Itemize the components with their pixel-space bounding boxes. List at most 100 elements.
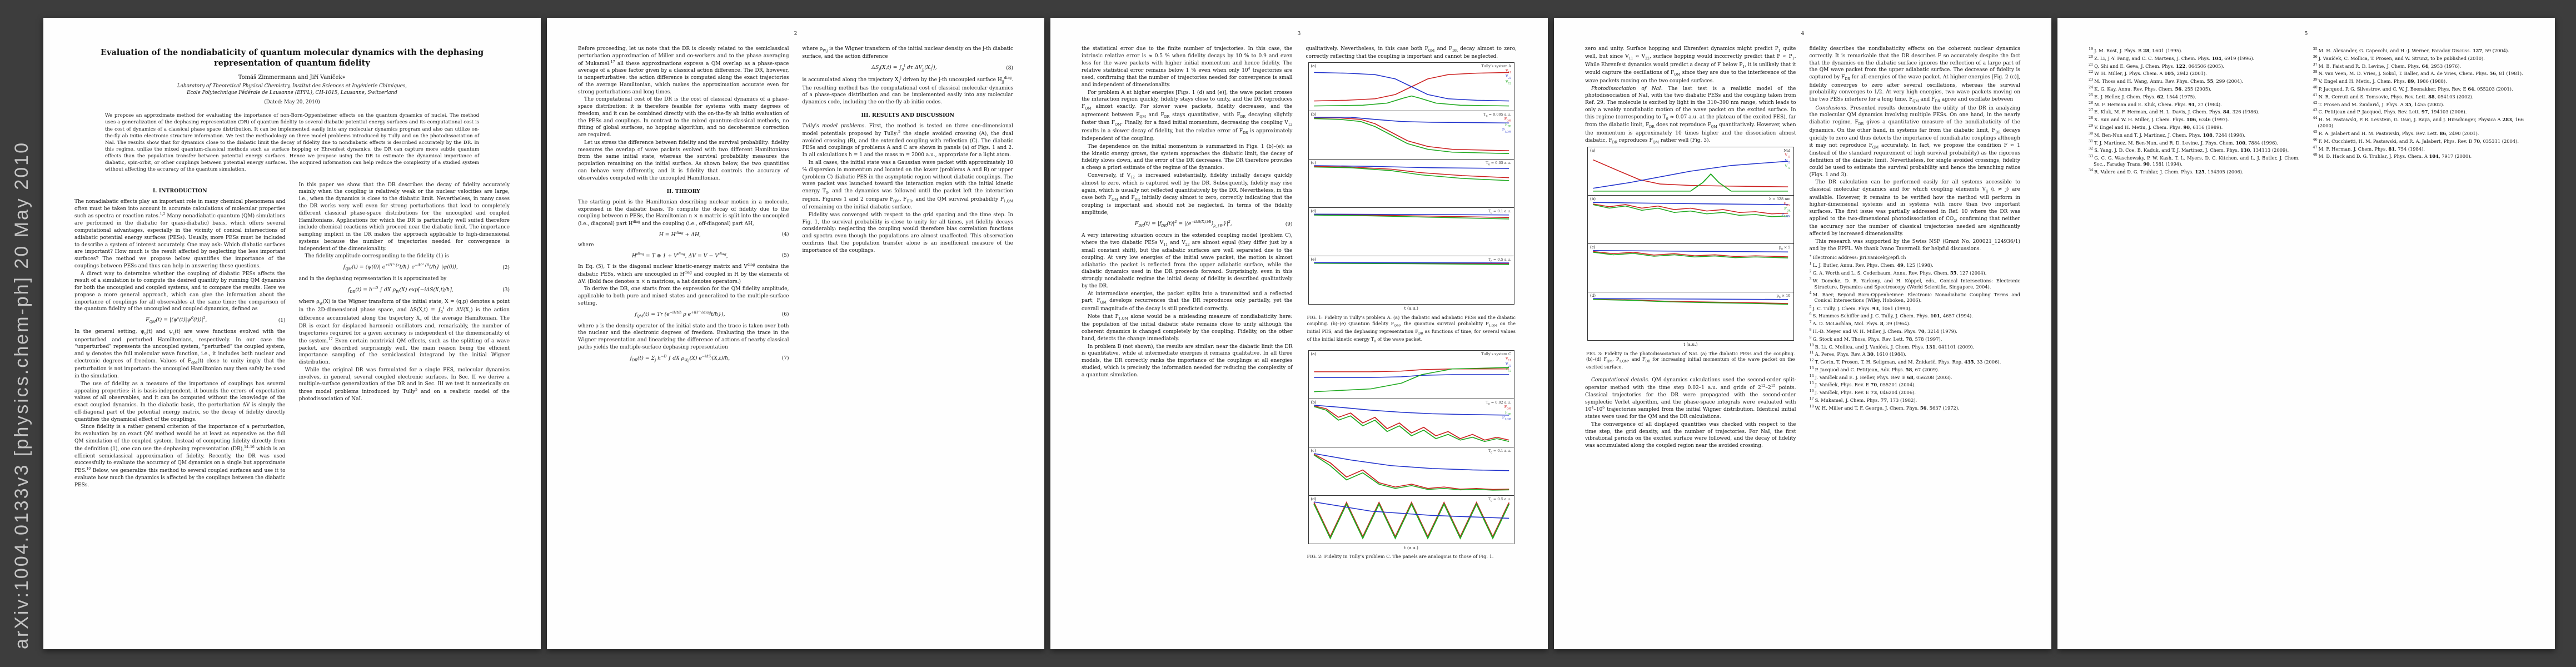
legend-entry: V22: [1506, 74, 1511, 80]
body-paragraph: To derive the DR, one starts from the ex…: [578, 286, 789, 306]
panel-note: T0 = 0.1 a.u.: [1488, 209, 1511, 215]
body-paragraph: Since fidelity is a rather general crite…: [74, 424, 286, 488]
reference-number: 28: [2089, 116, 2094, 121]
reference-text: W. H. Miller and T. F. George, J. Chem. …: [1815, 405, 1960, 411]
arxiv-watermark: arXiv:1004.0133v3 [physics.chem-ph] 20 M…: [11, 141, 32, 649]
reference-text: J. Vaníček, Phys. Rev. E 73, 046204 (200…: [1815, 390, 1916, 396]
reference-number: 31: [2089, 138, 2094, 143]
reference-number: 15: [1809, 381, 1814, 386]
panel-plot: [1313, 367, 1509, 392]
legend-entry: V12: [1506, 367, 1511, 373]
reference-number: 40: [2313, 84, 2318, 89]
reference-number: 2: [1809, 269, 1812, 274]
panel-legend: V11 V22 V12: [1785, 153, 1791, 170]
reference-item: 7 A. D. McLachlan, Mol. Phys. 8, 39 (1964…: [1810, 320, 2021, 327]
equation-math: H = Hdiag + ΔH,: [659, 231, 701, 238]
page-3: 3 the statistical error due to the finit…: [1050, 18, 1548, 649]
figure: (a) Tully’s system A V11 V22 V12 (b) T0 = 0.00…: [1308, 62, 1514, 312]
reference-number: 46: [2313, 137, 2318, 142]
reference-number: 4: [1809, 290, 1812, 295]
reference-item: 36 J. Vaníček, C. Mollica, T. Prosen, and…: [2313, 54, 2524, 62]
reference-text: T. Gorin, T. Prosen, T. H. Seligman, and…: [1815, 359, 2001, 365]
paper-title: Evaluation of the nondiabaticity of quan…: [100, 48, 484, 68]
panel-note: T0 = 0.5 a.u.: [1488, 257, 1511, 263]
legend-entry: P1,QM: [1781, 212, 1791, 218]
panel-note: λ = 328 nm: [1768, 196, 1791, 201]
reference-text: L. J. Butler, Annu. Rev. Phys. Chem. 49,…: [1812, 262, 1934, 268]
page5-body: 19 J. M. Rost, J. Phys. B 28, L601 (1995)…: [2089, 46, 2524, 176]
reference-number: 9: [1809, 335, 1812, 340]
page1-column-1: I. INTRODUCTION The nonadiabatic effects …: [74, 182, 286, 490]
page-2: 2 Before proceeding, let us note that th…: [547, 18, 1044, 649]
reference-text: H. M. Pastawski, P. R. Levstein, G. Usaj…: [2318, 116, 2524, 128]
reference-number: 16: [1809, 389, 1814, 394]
reference-number: 39: [2313, 77, 2318, 82]
reference-number: 19: [2089, 47, 2094, 51]
page-1: Evaluation of the nondiabaticity of quan…: [43, 18, 541, 649]
dated-line: (Dated: May 20, 2010): [264, 99, 320, 106]
reference-item: 44 H. M. Pastawski, P. R. Levstein, G. Us…: [2313, 116, 2524, 129]
reference-item: 27 E. Kluk, M. F. Herman, and H. L. Davis…: [2089, 108, 2300, 115]
panel-note: T0 = 0.02 a.u.: [1486, 400, 1511, 406]
legend-entry: V12: [1785, 164, 1791, 170]
equation-number: (8): [1006, 65, 1013, 71]
body-paragraph: the statistical error due to the finite …: [1082, 46, 1293, 88]
panel-tag: (d): [1311, 209, 1317, 214]
body-paragraph: The DR calculation can be performed easi…: [1809, 180, 2021, 237]
legend-entry: FDR: [1504, 410, 1511, 416]
reference-text: K. G. Kay, Annu. Rev. Phys. Chem. 56, 25…: [2094, 86, 2212, 92]
figure-panel: (c) T0 = 0.05 a.u.: [1308, 159, 1514, 208]
reference-text: P. Jacquod, P. G. Silvestrov, and C. W. …: [2318, 86, 2513, 92]
reference-text: C. Petitjean and P. Jacquod, Phys. Rev. …: [2318, 109, 2467, 115]
reference-text: B. Li, C. Mollica, and J. Vaníček, J. Ch…: [1815, 344, 1975, 350]
panel-tag: (a): [1311, 351, 1317, 356]
page2-column-2: where ρW,j is the Wigner transform of th…: [803, 46, 1014, 367]
reference-number: 42: [2313, 100, 2318, 105]
panel-tag: (c): [1311, 448, 1316, 453]
figure-caption: FIG. 1: Fidelity in Tully’s problem A. (…: [1307, 314, 1516, 344]
panel-legend: FQM FDR P1,QM: [1502, 405, 1511, 421]
equation-math: FQM(t) = |⟨ψε(t)|ψ0(t)⟩|2,: [146, 316, 207, 325]
body-paragraph: Conclusions. Presented results demonstra…: [1809, 105, 2021, 178]
equation-number: (6): [781, 312, 789, 318]
panel-plot: [1313, 72, 1509, 107]
reference-item: 48 M. D. Hack and D. G. Truhlar, J. Phys.…: [2313, 152, 2524, 160]
body-paragraph: Before proceeding, let us note that the …: [578, 46, 789, 95]
legend-entry: V22: [1785, 158, 1791, 165]
page1-body: I. INTRODUCTION The nonadiabatic effects …: [74, 182, 510, 490]
reference-item: 46 F. M. Cucchietti, H. M. Pastawski, and…: [2313, 137, 2524, 145]
reference-number: ∗: [1809, 253, 1812, 258]
legend-entry: FQM: [1783, 201, 1791, 207]
equation: fQM(t) = ⟨ψ(0)| e+iH^{εt/ħ} e−iH^{0t/ħ} …: [299, 263, 510, 272]
equation-number: (4): [781, 232, 789, 238]
reference-item: 8 H.-D. Meyer and W. H. Miller, J. Chem. …: [1810, 327, 2021, 335]
equation-math: Hdiag = T ⊗ 1 + Vdiag, ΔV = V − Vdiag,: [631, 252, 728, 259]
reference-text: J. Vaníček, Phys. Rev. E 70, 055201 (200…: [1815, 382, 1916, 388]
body-paragraph: Fidelity was converged with respect to t…: [802, 212, 1014, 253]
equation-math: fQM(t) = Tr (e−iHt/ħ ρ e+iH^{diagt/ħ}),: [635, 310, 725, 318]
panel-note: Tully’s system C: [1481, 351, 1511, 356]
panel-tag: (b): [1590, 196, 1596, 201]
reference-text: Z. Li, J.-Y. Fang, and C. C. Martens, J.…: [2094, 55, 2255, 61]
panel-legend: V11 V22 V12: [1506, 357, 1511, 373]
pages-row: Evaluation of the nondiabaticity of quan…: [43, 18, 2555, 649]
reference-item: 34 R. Valero and D. G. Truhlar, J. Chem. …: [2089, 168, 2300, 175]
equation-number: (3): [502, 287, 510, 293]
reference-number: 32: [2089, 146, 2094, 151]
page3-column-1: the statistical error due to the finite …: [1082, 46, 1293, 566]
body-paragraph: The convergence of all displayed quantit…: [1585, 421, 1796, 449]
reference-item: 32 S. Yang, J. D. Coe, B. Kaduk, and T. J…: [2089, 146, 2300, 153]
reference-text: M. F. Herman, J. Chem. Phys. 81, 754 (19…: [2318, 146, 2425, 152]
reference-item: 3 W. Domcke, D. R. Yarkony, and H. Köppel…: [1810, 277, 2021, 290]
reference-number: 7: [1809, 320, 1812, 325]
reference-item: 40 P. Jacquod, P. G. Silvestrov, and C. W…: [2313, 85, 2524, 92]
panel-tag: (d): [1311, 496, 1317, 501]
page-number: 3: [1297, 31, 1301, 37]
equation: fDR(t) = Σj h−D ∫ dX ρW,j(X) e−iΔSj(X,t)…: [578, 355, 789, 364]
reference-text: G. C. G. Waschewsky, P. W. Kash, T. L. M…: [2094, 155, 2300, 167]
page-5: 5 19 J. M. Rost, J. Phys. B 28, L601 (199…: [2057, 18, 2555, 649]
section-heading: I. INTRODUCTION: [152, 187, 207, 194]
reference-text: A. D. McLachlan, Mol. Phys. 8, 39 (1964)…: [1812, 320, 1911, 326]
body-paragraph: A very interesting situation occurs in t…: [1082, 232, 1293, 289]
figure-panel: (c) T0 = 0.1 a.u.: [1308, 446, 1514, 496]
